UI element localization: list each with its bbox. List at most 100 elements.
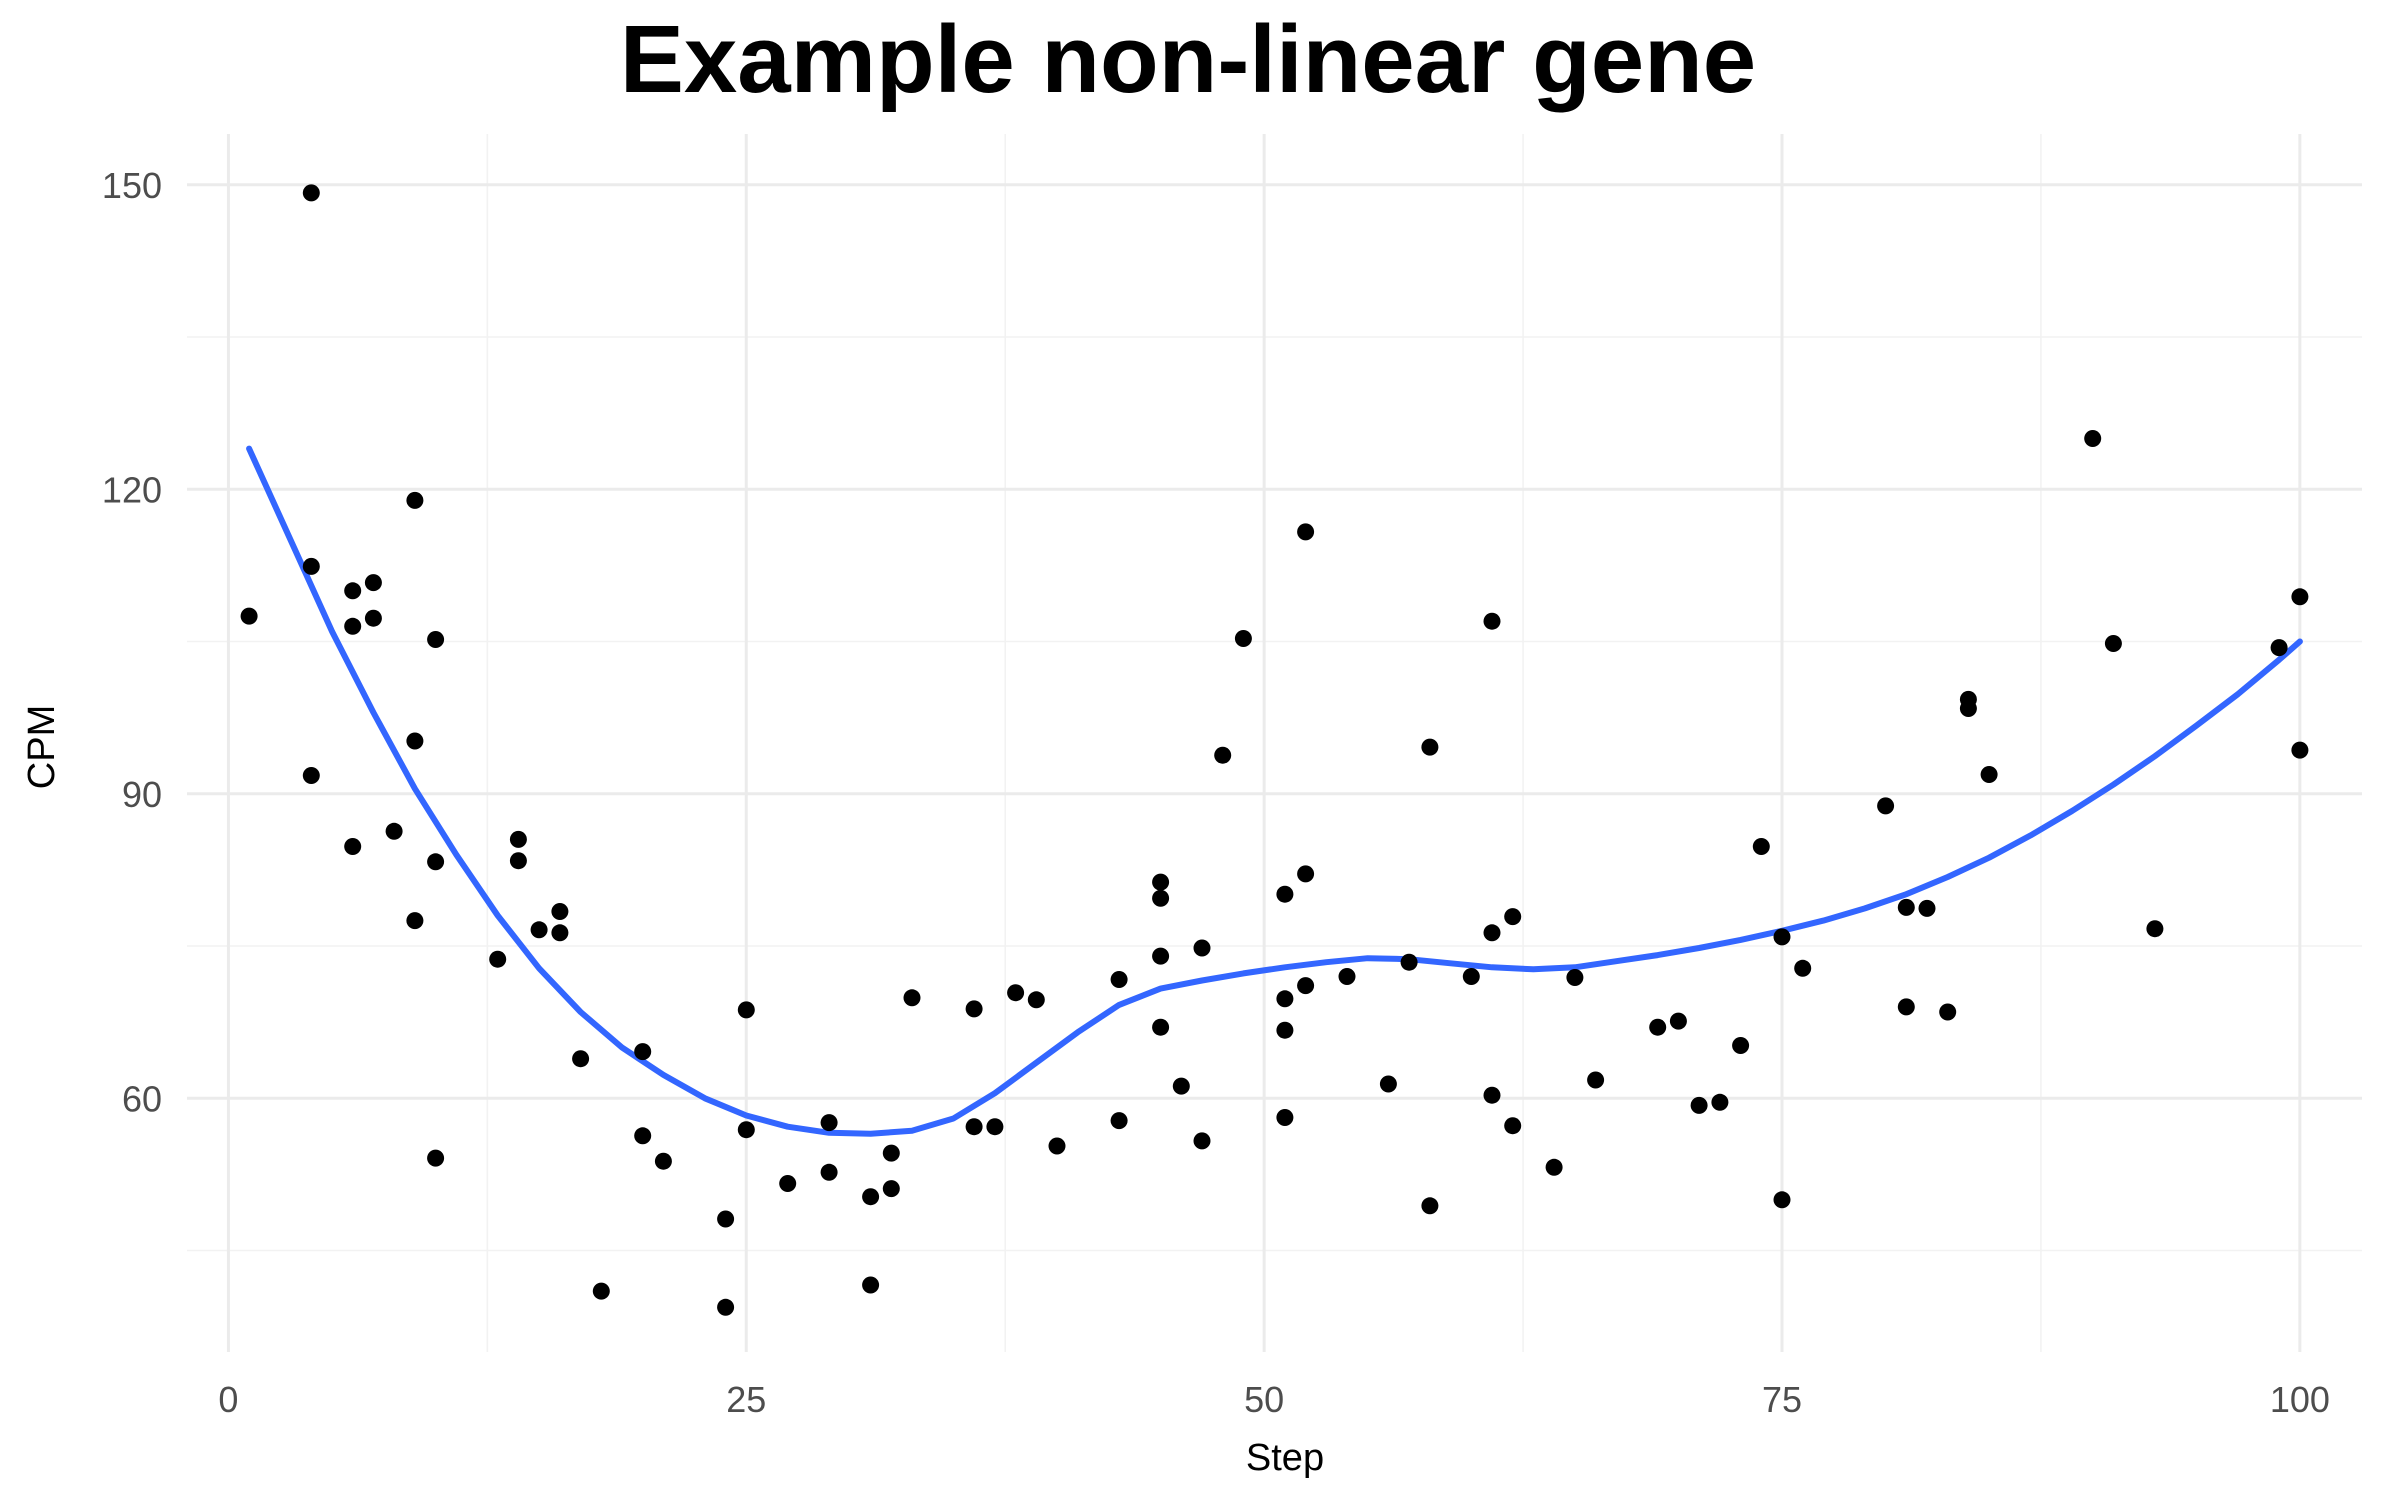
data-point (1172, 1077, 1190, 1095)
data-point (2084, 430, 2102, 447)
data-point (820, 1163, 838, 1181)
data-point (1379, 1075, 1397, 1093)
x-tick-label: 0 (218, 1379, 238, 1420)
data-point (1897, 898, 1915, 916)
data-point (1545, 1158, 1563, 1176)
data-point (2146, 920, 2164, 938)
y-tick-label: 150 (102, 165, 162, 206)
data-point (1877, 797, 1895, 815)
data-point (1669, 1012, 1687, 1030)
data-point (1297, 523, 1315, 541)
data-point (364, 574, 382, 592)
chart-title: Example non-linear gene (620, 6, 1756, 113)
data-point (2104, 635, 2122, 652)
y-axis-label: CPM (21, 705, 63, 789)
data-point (1939, 1003, 1957, 1021)
data-point (862, 1188, 880, 1206)
data-point (551, 903, 569, 920)
data-point (406, 491, 424, 509)
data-point (1276, 1021, 1294, 1039)
data-point (406, 732, 424, 750)
data-point (1297, 977, 1315, 995)
data-point (240, 607, 258, 625)
data-point (1152, 873, 1170, 891)
data-point (1587, 1071, 1605, 1089)
data-point (509, 852, 527, 870)
data-point (1048, 1137, 1066, 1155)
data-point (1773, 1191, 1791, 1209)
data-point (1649, 1018, 1667, 1036)
data-point (1234, 630, 1252, 647)
data-point (1690, 1096, 1708, 1114)
data-point (489, 950, 507, 968)
data-point (779, 1175, 797, 1192)
data-point (820, 1114, 838, 1132)
data-point (1918, 899, 1936, 917)
x-tick-labels: 0 25 50 75 100 (218, 1379, 2329, 1420)
data-point (634, 1043, 652, 1061)
x-tick-label: 75 (1762, 1379, 1802, 1420)
data-point (1483, 1086, 1501, 1104)
data-point (1338, 968, 1356, 985)
data-point (592, 1282, 610, 1300)
data-point (1152, 1018, 1170, 1036)
data-point (1276, 885, 1294, 903)
data-point (1421, 1197, 1439, 1215)
data-point (1959, 700, 1977, 717)
data-point (1110, 971, 1128, 988)
data-point (965, 1000, 983, 1018)
data-point (1007, 984, 1025, 1002)
points-layer (240, 184, 2309, 1316)
y-tick-label: 90 (122, 774, 162, 815)
data-point (1027, 991, 1045, 1009)
data-point (717, 1210, 735, 1228)
data-point (1276, 990, 1294, 1008)
y-tick-label: 120 (102, 469, 162, 510)
data-point (344, 838, 362, 855)
smooth-fit-line (246, 445, 2303, 1137)
data-point (1566, 969, 1584, 986)
data-point (2270, 639, 2288, 657)
data-point (530, 921, 548, 939)
data-point (344, 582, 362, 600)
x-tick-label: 25 (726, 1379, 766, 1420)
data-point (1773, 928, 1791, 946)
data-point (1110, 1112, 1128, 1130)
data-point (572, 1050, 590, 1068)
data-point (1980, 766, 1998, 783)
major-gridlines (187, 134, 2362, 1352)
data-point (2291, 588, 2309, 606)
x-axis-label: Step (1246, 1437, 1324, 1479)
data-point (344, 617, 362, 635)
data-point (737, 1001, 755, 1019)
data-point (1193, 1132, 1211, 1150)
data-point (1794, 959, 1812, 977)
data-point (1214, 746, 1232, 764)
data-point (862, 1276, 880, 1294)
data-point (903, 989, 921, 1007)
data-point (302, 184, 320, 202)
data-point (717, 1298, 735, 1316)
smooth-layer (246, 445, 2303, 1137)
data-point (1193, 939, 1211, 957)
minor-gridlines (187, 134, 2362, 1352)
data-point (551, 924, 569, 942)
data-point (1400, 953, 1418, 971)
data-point (1483, 612, 1501, 630)
data-point (965, 1118, 983, 1136)
data-point (302, 767, 320, 784)
data-point (364, 609, 382, 627)
data-point (634, 1127, 652, 1145)
x-tick-label: 100 (2270, 1379, 2330, 1420)
data-point (737, 1121, 755, 1139)
y-tick-label: 60 (122, 1078, 162, 1119)
data-point (1752, 838, 1770, 855)
data-point (1504, 1117, 1522, 1135)
x-tick-label: 50 (1244, 1379, 1284, 1420)
data-point (882, 1180, 900, 1198)
data-point (1152, 947, 1170, 965)
data-point (406, 912, 424, 930)
data-point (1152, 889, 1170, 907)
data-point (1504, 908, 1522, 926)
